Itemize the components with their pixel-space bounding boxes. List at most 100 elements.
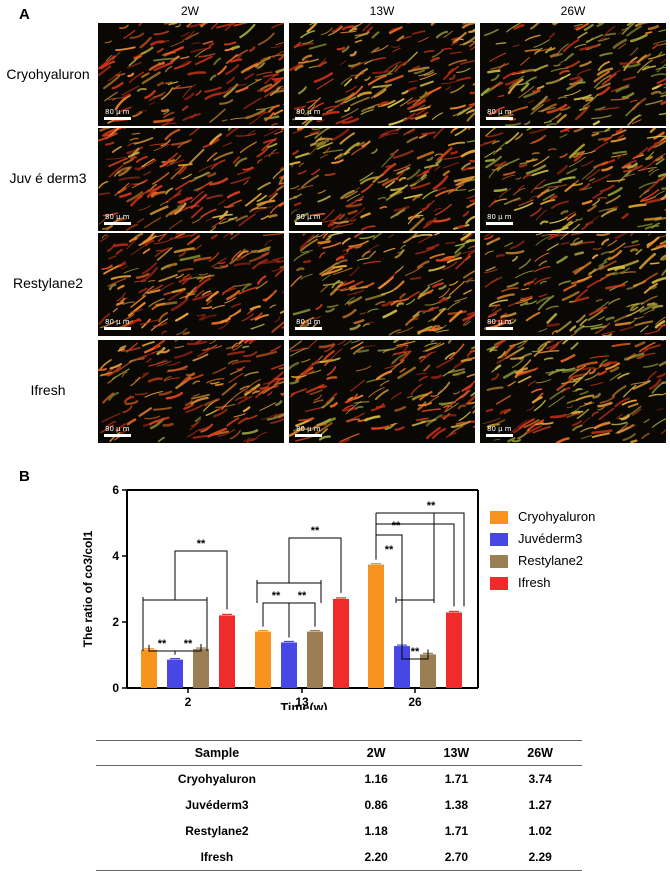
legend-label: Ifresh [518, 575, 551, 590]
significance-bracket [401, 641, 429, 660]
significance-bracket [386, 512, 465, 607]
legend-swatch [490, 533, 508, 547]
table-header: Sample [96, 740, 338, 766]
table-cell: 1.16 [364, 772, 388, 786]
significance-bracket-group [395, 597, 435, 603]
legend-swatch [490, 577, 508, 591]
legend-swatch [490, 555, 508, 569]
significance-bracket [376, 512, 435, 603]
micrograph-image: 80 μ m [480, 128, 666, 231]
scale-bar-label: 80 μ m [487, 108, 512, 116]
significance-label: ** [392, 520, 401, 532]
scale-bar [295, 434, 322, 437]
bar-cryohyaluron [141, 649, 157, 688]
scale-bar [295, 327, 322, 330]
table-cell: Ifresh [96, 844, 338, 871]
micrograph-image: 80 μ m [289, 340, 475, 443]
significance-label: ** [298, 590, 307, 602]
micrograph-image: 80 μ m [98, 340, 284, 443]
table-cell: Restylane2 [185, 824, 249, 838]
bar-juvéderm3 [281, 642, 297, 688]
bar-cryohyaluron [368, 564, 384, 688]
column-label-26w: 26W [560, 4, 586, 18]
table-cell: 1.71 [444, 824, 469, 838]
row-label-restylane2: Restylane2 [12, 275, 84, 291]
table-row: Ifresh 2.20 2.70 2.29 [96, 844, 582, 871]
y-tick-label: 4 [112, 549, 119, 563]
significance-label: ** [158, 638, 167, 650]
table-cell: 2.20 [337, 844, 415, 871]
significance-bracket [376, 534, 403, 642]
table-row: Cryohyaluron 1.16 1.71 3.74 [96, 766, 582, 793]
significance-bracket [174, 644, 202, 655]
bar-juvéderm3 [167, 659, 183, 688]
scale-bar [295, 117, 322, 120]
legend-label: Juvéderm3 [518, 531, 583, 546]
scale-bar-label: 80 μ m [296, 108, 321, 116]
scale-bar [104, 327, 131, 330]
legend-swatch [490, 511, 508, 525]
significance-label: ** [427, 500, 436, 512]
significance-label: ** [311, 525, 320, 537]
table-cell: 0.86 [364, 798, 388, 812]
significance-label: ** [184, 638, 193, 650]
scale-bar [486, 327, 513, 330]
y-tick-label: 0 [112, 681, 119, 695]
data-table: Sample 2W 13W 26W Cryohyaluron 1.16 1.71… [96, 740, 582, 871]
chart-legend: Cryohyaluron Juvéderm3 Restylane2 Ifresh [490, 510, 650, 600]
y-axis-title: The ratio of co3/col1 [81, 530, 95, 647]
table-header: 26W [498, 740, 582, 766]
row-label-ifresh: Ifresh [30, 382, 66, 398]
legend-label: Cryohyaluron [518, 509, 596, 524]
significance-label: ** [197, 538, 206, 550]
significance-label: ** [385, 544, 394, 556]
legend-label: Restylane2 [518, 553, 584, 568]
scale-bar-label: 80 μ m [105, 318, 130, 326]
micrograph-image: 80 μ m [480, 340, 666, 443]
panel-a-letter: A [19, 6, 30, 23]
scale-bar [295, 222, 322, 225]
table-cell: 1.71 [444, 772, 469, 786]
scale-bar-label: 80 μ m [296, 425, 321, 433]
significance-bracket-group [256, 582, 322, 603]
table-header: 13W [414, 740, 499, 766]
table-cell: Cryohyaluron [177, 772, 256, 786]
bar-ifresh [219, 615, 235, 688]
row-label-cryohyaluron: Cryohyaluron [6, 66, 90, 82]
table-cell: 1.18 [364, 824, 388, 838]
micrograph-image: 80 μ m [289, 23, 475, 126]
scale-bar [486, 222, 513, 225]
significance-bracket [288, 537, 342, 593]
bar-restylane2 [420, 654, 436, 688]
table-cell: 2.70 [414, 844, 499, 871]
scale-bar-label: 80 μ m [105, 108, 130, 116]
scale-bar-label: 80 μ m [487, 318, 512, 326]
scale-bar [104, 117, 131, 120]
legend-item: Cryohyaluron [490, 510, 595, 526]
column-label-13w: 13W [369, 4, 395, 18]
table-header-row: Sample 2W 13W 26W [96, 740, 582, 766]
table-cell: Juvéderm3 [185, 798, 249, 812]
x-tick-label: 13 [295, 695, 309, 709]
panel-b-letter: B [19, 468, 30, 485]
bar-cryohyaluron [255, 631, 271, 688]
x-tick-label: 2 [185, 695, 192, 709]
significance-bracket [288, 602, 316, 638]
x-tick-label: 26 [408, 695, 422, 709]
scale-bar-label: 80 μ m [105, 213, 130, 221]
bar-ifresh [333, 598, 349, 688]
table-header: 2W [337, 740, 415, 766]
bar-restylane2 [307, 631, 323, 688]
micrograph-image: 80 μ m [289, 128, 475, 231]
scale-bar-label: 80 μ m [296, 318, 321, 326]
bar-juvéderm3 [394, 646, 410, 688]
micrograph-image: 80 μ m [289, 233, 475, 336]
significance-tick [256, 580, 322, 586]
significance-label: ** [272, 590, 281, 602]
significance-tick [142, 597, 208, 603]
row-label-juvederm3: Juv é derm3 [9, 170, 87, 186]
column-label-2w: 2W [181, 4, 199, 18]
significance-bracket-group [142, 599, 208, 651]
table-cell: 1.38 [444, 798, 469, 812]
table-cell: 1.27 [528, 798, 552, 812]
